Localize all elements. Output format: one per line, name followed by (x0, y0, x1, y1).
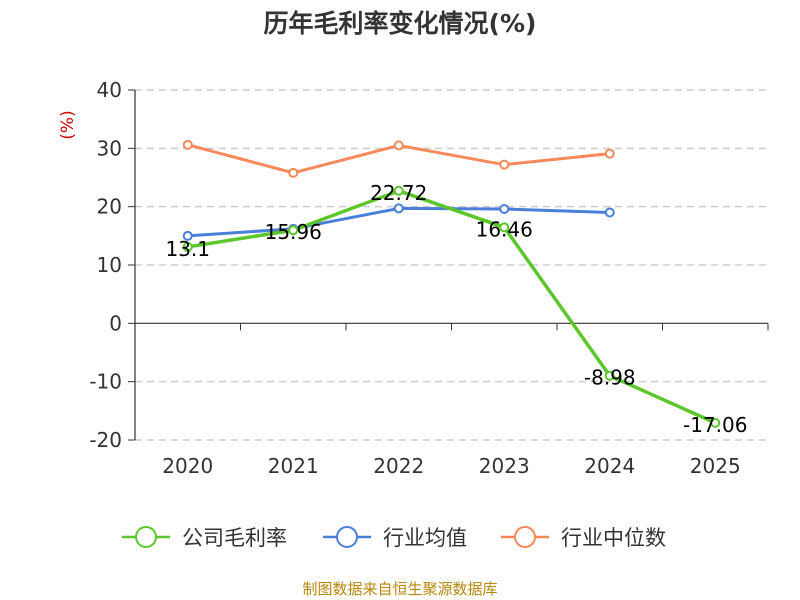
series-0-point (288, 225, 299, 236)
legend-label: 行业中位数 (561, 526, 666, 550)
legend-marker (336, 526, 358, 548)
y-axis-unit: (%) (58, 110, 78, 139)
x-tick-label: 2022 (373, 454, 424, 478)
series-2-point (604, 148, 615, 159)
x-tick-label: 2024 (584, 454, 635, 478)
series-2-point (499, 159, 510, 170)
legend-item: 公司毛利率 (122, 526, 287, 550)
x-tick-label: 2020 (162, 454, 213, 478)
x-tick-label: 2021 (268, 454, 319, 478)
series-2-point (182, 139, 193, 150)
y-tick-label: 10 (97, 253, 122, 277)
legend-item: 行业均值 (323, 526, 467, 550)
series-0-line (187, 189, 716, 425)
data-label: 15.96 (265, 220, 322, 244)
source-note: 制图数据来自恒生聚源数据库 (302, 580, 497, 598)
legend-item: 行业中位数 (501, 526, 666, 550)
axis-layer: 40 30 20 10 0 -10 -20 2020 2021 2022 2023 2024 2025 (89, 78, 769, 478)
grid-layer (135, 89, 768, 441)
data-label: 13.1 (165, 237, 210, 261)
series-1-point (499, 204, 510, 214)
data-label: -8.98 (584, 366, 636, 390)
series-0-point (710, 417, 721, 428)
y-tick-label: -20 (89, 428, 122, 452)
series-2-point (393, 140, 404, 151)
series-0-point (604, 370, 615, 381)
series-1-point (182, 230, 193, 241)
legend-label: 行业均值 (383, 526, 467, 550)
data-label: 22.72 (370, 181, 427, 205)
series-0-point (182, 241, 193, 252)
chart-title: 历年毛利率变化情况(%) (264, 9, 537, 38)
y-tick-label: 20 (97, 195, 122, 219)
legend: 公司毛利率 行业均值 行业中位数 (122, 526, 666, 550)
series-1-point (393, 203, 404, 214)
series-2-point (288, 167, 299, 178)
series-1-point (604, 207, 615, 218)
y-tick-label: 40 (97, 78, 122, 102)
data-label: -17.06 (683, 413, 747, 437)
series-0-point (499, 222, 510, 233)
y-tick-label: -10 (89, 370, 122, 394)
data-label: 16.46 (476, 217, 533, 241)
x-tick-label: 2025 (690, 454, 741, 478)
x-tick-label: 2023 (479, 454, 530, 478)
legend-label: 公司毛利率 (182, 526, 287, 550)
legend-marker (135, 526, 157, 548)
series-0-point (393, 185, 404, 196)
legend-marker (514, 526, 536, 548)
y-tick-label: 30 (97, 136, 122, 160)
data-label-layer: 13.1 15.96 22.72 16.46 -8.98 -17.06 (165, 181, 747, 437)
series-layer (182, 139, 721, 428)
y-tick-label: 0 (109, 311, 122, 335)
